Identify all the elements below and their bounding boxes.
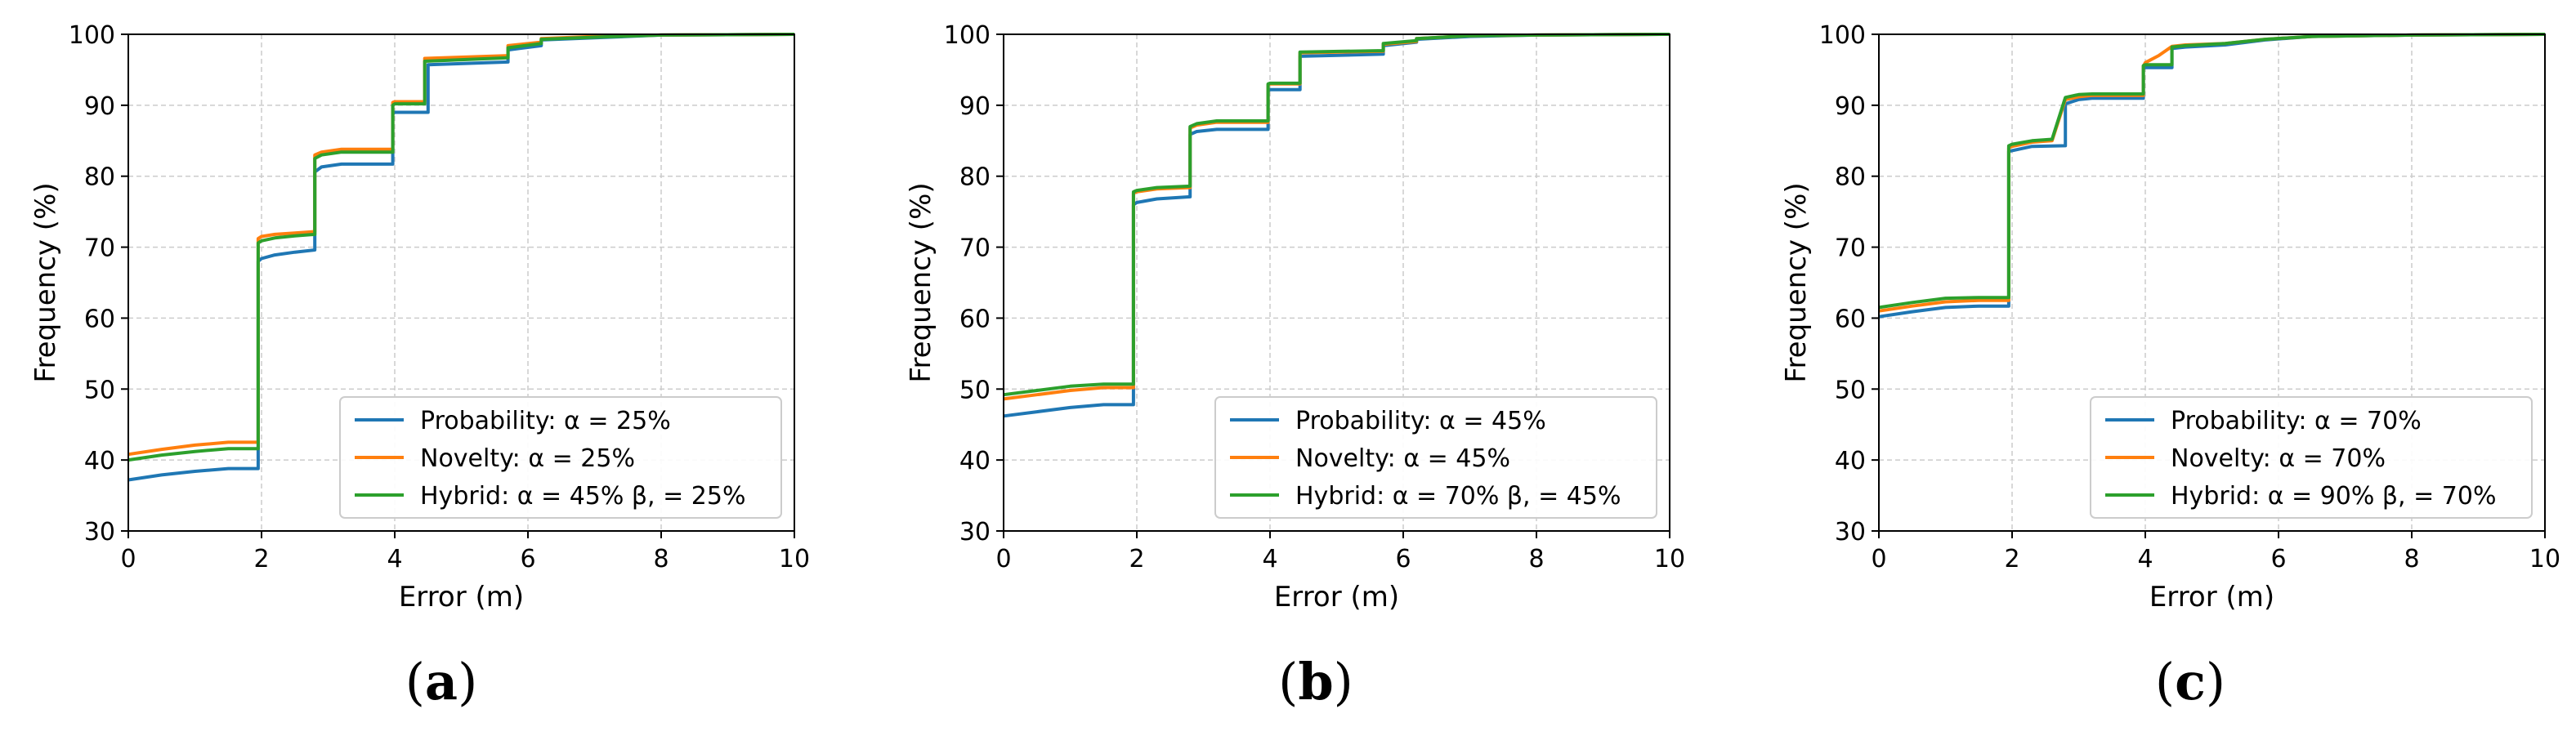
legend-label-hybrid: Hybrid: α = 70% β, = 45% bbox=[1295, 482, 1621, 511]
axes-frame bbox=[1878, 33, 2546, 532]
legend-box bbox=[2090, 396, 2533, 519]
legend-label-novelty: Novelty: α = 45% bbox=[1295, 444, 1510, 473]
caption-open-paren: ( bbox=[405, 652, 425, 711]
caption-close-paren: ) bbox=[1334, 652, 1353, 711]
series-line-probability bbox=[1878, 33, 2546, 319]
panel-caption: (c) bbox=[2155, 652, 2225, 711]
y-tick-label: 100 bbox=[1819, 21, 1866, 50]
series-line-hybrid bbox=[1878, 33, 2546, 310]
y-tick-label: 40 bbox=[84, 447, 115, 475]
x-axis-label: Error (m) bbox=[2149, 581, 2274, 613]
caption-open-paren: ( bbox=[2155, 652, 2175, 711]
legend-box bbox=[1214, 396, 1657, 519]
y-tick-label: 90 bbox=[1835, 92, 1866, 121]
y-tick-label: 60 bbox=[959, 305, 991, 333]
y-tick-label: 100 bbox=[69, 21, 115, 50]
caption-close-paren: ) bbox=[2206, 652, 2225, 711]
x-tick-label: 4 bbox=[2137, 545, 2153, 573]
y-tick-label: 30 bbox=[1835, 518, 1866, 546]
y-tick-label: 30 bbox=[84, 518, 115, 546]
y-tick-label: 50 bbox=[1835, 376, 1866, 404]
legend-label-novelty: Novelty: α = 70% bbox=[2171, 444, 2386, 473]
panel-caption: (a) bbox=[405, 652, 478, 711]
legend-label-hybrid: Hybrid: α = 90% β, = 70% bbox=[2171, 482, 2496, 511]
axes-frame bbox=[1003, 33, 1670, 532]
y-axis-label: Frequency (%) bbox=[1780, 182, 1813, 382]
y-tick-label: 80 bbox=[959, 163, 991, 192]
y-tick-label: 50 bbox=[84, 376, 115, 404]
x-tick-label: 0 bbox=[995, 545, 1011, 573]
x-tick-label: 2 bbox=[253, 545, 269, 573]
legend-label-probability: Probability: α = 25% bbox=[420, 407, 671, 435]
x-tick-label: 8 bbox=[2404, 545, 2419, 573]
x-tick-label: 2 bbox=[1129, 545, 1144, 573]
series-line-hybrid bbox=[1003, 33, 1670, 397]
y-axis-label: Frequency (%) bbox=[905, 182, 937, 382]
caption-letter: b bbox=[1298, 652, 1333, 711]
x-tick-label: 10 bbox=[1654, 545, 1685, 573]
series-line-hybrid bbox=[127, 33, 795, 462]
y-tick-label: 90 bbox=[84, 92, 115, 121]
x-axis-label: Error (m) bbox=[1274, 581, 1399, 613]
x-tick-label: 6 bbox=[1395, 545, 1411, 573]
x-tick-label: 8 bbox=[1528, 545, 1544, 573]
y-tick-label: 70 bbox=[84, 234, 115, 263]
legend-label-probability: Probability: α = 70% bbox=[2171, 407, 2422, 435]
y-tick-label: 60 bbox=[1835, 305, 1866, 333]
x-tick-label: 2 bbox=[2004, 545, 2019, 573]
y-axis-label: Frequency (%) bbox=[29, 182, 62, 382]
legend-label-hybrid: Hybrid: α = 45% β, = 25% bbox=[420, 482, 745, 511]
x-tick-label: 4 bbox=[1262, 545, 1277, 573]
panel-caption: (b) bbox=[1278, 652, 1353, 711]
panel-c: 0 2 4 6 8 10 30 40 50 60 70 80 90 100 Error (m) Frequen… bbox=[1780, 21, 2560, 711]
y-tick-label: 40 bbox=[1835, 447, 1866, 475]
series-line-probability bbox=[127, 33, 795, 482]
series-line-novelty bbox=[1003, 33, 1670, 401]
legend-label-probability: Probability: α = 45% bbox=[1295, 407, 1546, 435]
series-line-novelty bbox=[127, 33, 795, 457]
y-tick-label: 90 bbox=[959, 92, 991, 121]
x-tick-label: 10 bbox=[2529, 545, 2560, 573]
x-tick-label: 4 bbox=[387, 545, 402, 573]
panel-a: 0 2 4 6 8 10 30 40 50 60 70 80 90 100 Error (m) Frequen… bbox=[29, 21, 810, 711]
x-tick-label: 10 bbox=[779, 545, 810, 573]
y-tick-label: 60 bbox=[84, 305, 115, 333]
y-tick-label: 40 bbox=[959, 447, 991, 475]
x-axis-label: Error (m) bbox=[399, 581, 524, 613]
y-tick-label: 70 bbox=[1835, 234, 1866, 263]
caption-letter: c bbox=[2175, 652, 2206, 711]
legend-box bbox=[339, 396, 782, 519]
y-tick-label: 70 bbox=[959, 234, 991, 263]
caption-close-paren: ) bbox=[458, 652, 477, 711]
y-tick-label: 80 bbox=[1835, 163, 1866, 192]
x-tick-label: 8 bbox=[653, 545, 669, 573]
y-tick-label: 50 bbox=[959, 376, 991, 404]
series-line-novelty bbox=[1878, 33, 2546, 313]
y-tick-label: 80 bbox=[84, 163, 115, 192]
legend-label-novelty: Novelty: α = 25% bbox=[420, 444, 635, 473]
axes-frame bbox=[127, 33, 795, 532]
x-tick-label: 6 bbox=[2270, 545, 2286, 573]
y-tick-label: 100 bbox=[944, 21, 991, 50]
panel-b: 0 2 4 6 8 10 30 40 50 60 70 80 90 100 Error (m) Frequen… bbox=[905, 21, 1685, 711]
x-tick-label: 0 bbox=[1871, 545, 1886, 573]
caption-open-paren: ( bbox=[1278, 652, 1298, 711]
x-tick-label: 6 bbox=[520, 545, 535, 573]
caption-letter: a bbox=[425, 652, 458, 711]
y-tick-label: 30 bbox=[959, 518, 991, 546]
series-line-probability bbox=[1003, 33, 1670, 418]
x-tick-label: 0 bbox=[120, 545, 136, 573]
